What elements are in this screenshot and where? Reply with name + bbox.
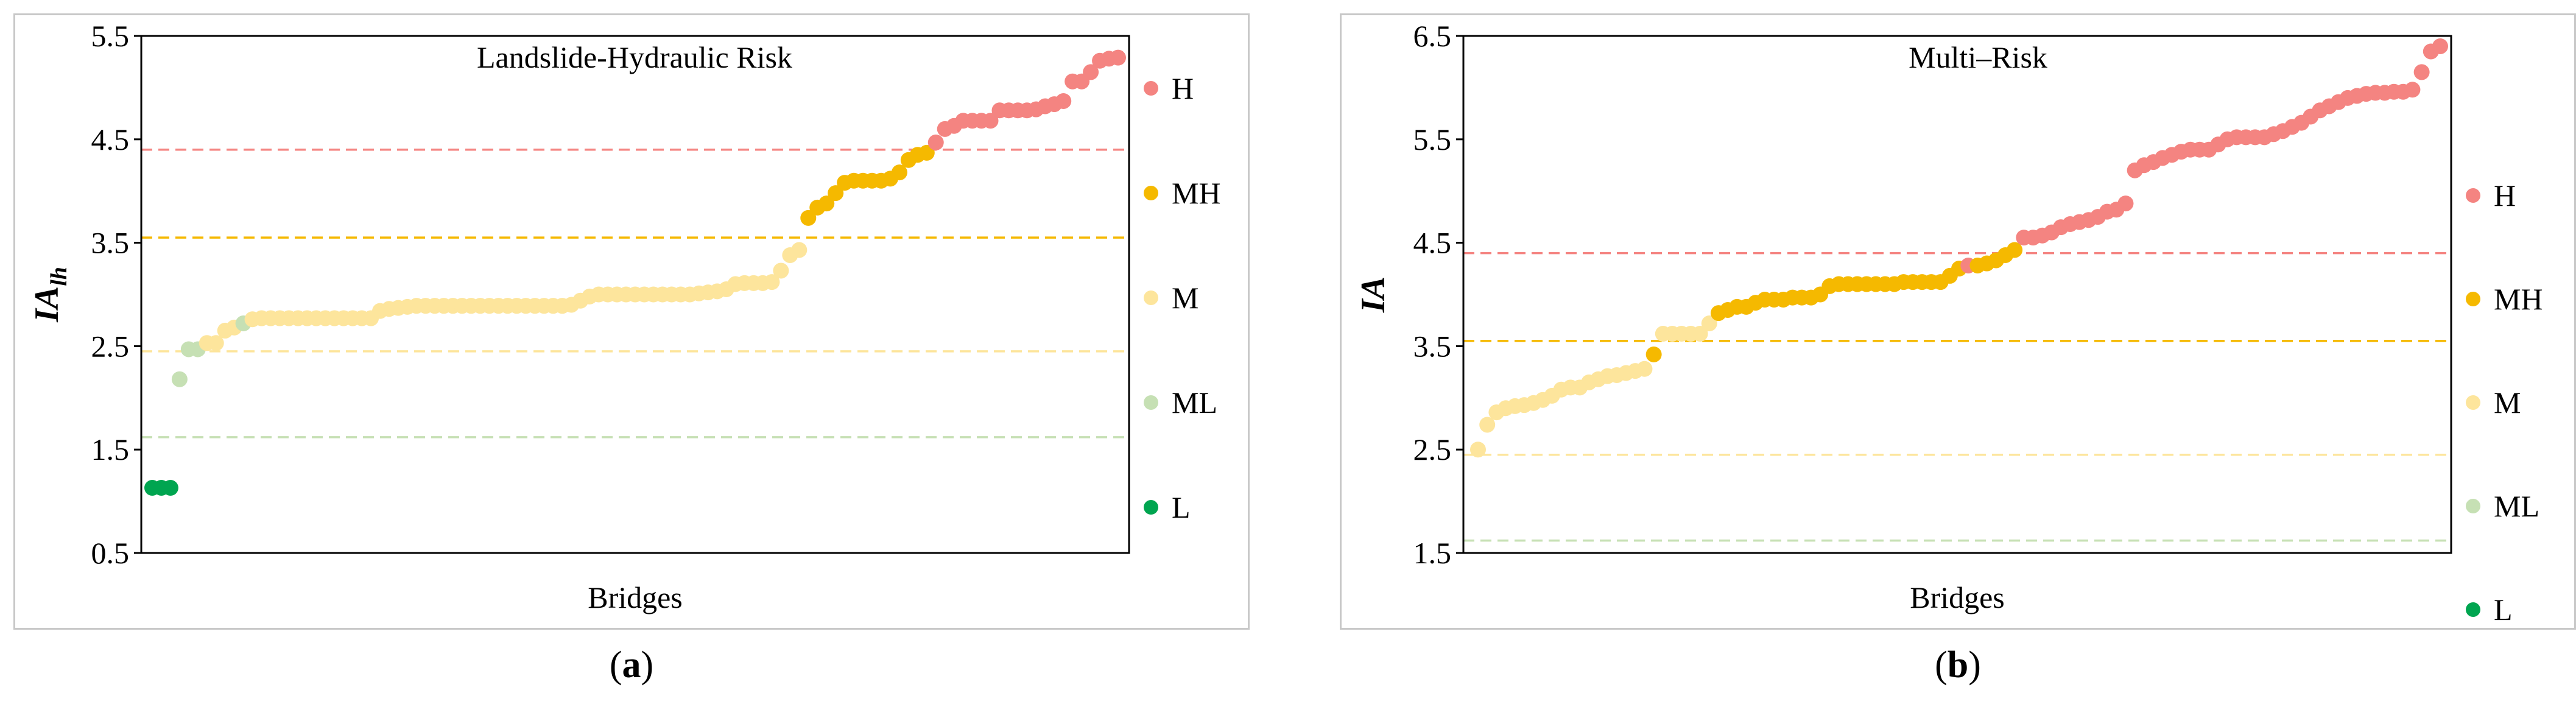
data-point-h — [2117, 195, 2134, 212]
legend-label-l: L — [1172, 490, 1191, 524]
legend-marker-l — [2466, 602, 2480, 617]
chart-panel-a: 0.5 1.5 2.5 3.5 4.5 5.5 IAlh Landslide-Hydrauli… — [13, 13, 1250, 630]
panel-caption-b: (b) — [1935, 644, 1981, 686]
data-point-l — [162, 480, 178, 496]
legend-marker-ml — [1144, 395, 1158, 410]
panel-label-a: a — [622, 644, 641, 686]
y-axis-label: IAlh — [28, 267, 72, 323]
data-point-mh — [800, 209, 817, 226]
panel-caption-a: (a) — [609, 644, 654, 686]
panel-label-b: b — [1947, 644, 1969, 686]
y-axis-label-subscript: lh — [46, 267, 72, 286]
y-tick-label: 2.5 — [91, 329, 130, 363]
data-point-mh — [891, 164, 907, 181]
data-point-mh — [828, 185, 844, 202]
chart-title: Multi–Risk — [1909, 40, 2047, 74]
data-point-m — [1701, 315, 1717, 332]
plot-area-frame — [140, 35, 1130, 554]
data-point-m — [764, 274, 780, 290]
data-point-ml — [171, 371, 188, 387]
data-point-h — [927, 134, 944, 150]
legend-label-mh: MH — [2494, 282, 2543, 316]
y-tick-label: 0.5 — [91, 536, 130, 570]
y-tick-label: 4.5 — [91, 122, 130, 157]
legend-label-l: L — [2494, 593, 2513, 627]
x-axis-label: Bridges — [1910, 580, 2005, 614]
chart-panel-b: 1.5 2.5 3.5 4.5 5.5 6.5 IA Multi–Risk Bridges H MH… — [1340, 13, 2576, 630]
y-tick-label: 3.5 — [91, 226, 130, 260]
legend-marker-mh — [2466, 292, 2480, 306]
chart-a-svg: 0.5 1.5 2.5 3.5 4.5 5.5 IAlh Landslide-Hydrauli… — [28, 19, 1221, 614]
y-tick-label: 5.5 — [91, 19, 130, 53]
data-point-h — [1110, 49, 1126, 66]
data-point-h — [2404, 82, 2421, 98]
legend-label-ml: ML — [1172, 385, 1217, 420]
legend-label-h: H — [2494, 178, 2516, 213]
legend-marker-m — [1144, 290, 1158, 305]
y-tick-label: 5.5 — [1413, 122, 1452, 157]
y-axis-label-main: IA — [28, 286, 66, 323]
data-point-m — [1692, 326, 1708, 342]
data-point-h — [1055, 93, 1072, 109]
data-point-m — [1479, 417, 1496, 433]
x-axis-label: Bridges — [588, 580, 683, 614]
legend-label-m: M — [1172, 281, 1198, 315]
chart-b-svg: 1.5 2.5 3.5 4.5 5.5 6.5 IA Multi–Risk Bridges H MH… — [1354, 19, 2543, 627]
y-tick-label: 1.5 — [91, 432, 130, 466]
legend-marker-h — [1144, 81, 1158, 96]
y-tick-label: 6.5 — [1413, 19, 1452, 53]
legend-label-ml: ML — [2494, 489, 2539, 523]
legend-marker-ml — [2466, 499, 2480, 513]
legend-marker-mh — [1144, 186, 1158, 200]
y-axis-label-main: IA — [1354, 276, 1392, 313]
data-point-mh — [818, 195, 835, 212]
data-point-mh — [1645, 346, 1662, 362]
legend-marker-m — [2466, 395, 2480, 410]
legend-label-mh: MH — [1172, 176, 1221, 210]
data-point-h — [1083, 64, 1099, 80]
data-point-m — [1470, 442, 1486, 458]
y-tick-label: 2.5 — [1413, 432, 1452, 466]
y-tick-label: 3.5 — [1413, 329, 1452, 363]
data-point-m — [208, 335, 224, 351]
data-point-m — [791, 242, 808, 258]
chart-title: Landslide-Hydraulic Risk — [477, 40, 792, 74]
legend-marker-l — [1144, 500, 1158, 515]
legend-label-h: H — [1172, 71, 1194, 105]
data-point-h — [2413, 64, 2430, 80]
data-point-h — [982, 113, 999, 129]
data-point-mh — [918, 144, 935, 161]
data-point-mh — [2007, 242, 2023, 258]
legend-label-m: M — [2494, 385, 2521, 420]
y-tick-label: 4.5 — [1413, 226, 1452, 260]
legend-marker-h — [2466, 188, 2480, 203]
y-tick-label: 1.5 — [1413, 536, 1452, 570]
data-point-m — [1636, 361, 1653, 377]
data-point-m — [773, 262, 789, 279]
plot-area-frame — [1462, 35, 2452, 554]
y-axis-label: IA — [1354, 276, 1392, 313]
data-point-h — [2432, 38, 2448, 54]
